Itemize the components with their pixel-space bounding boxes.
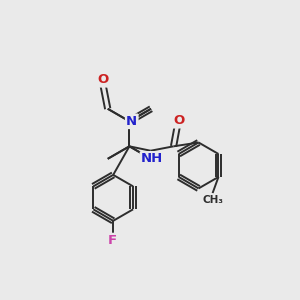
Text: NH: NH: [141, 152, 163, 166]
Text: N: N: [147, 152, 158, 165]
Text: F: F: [108, 234, 117, 247]
Text: N: N: [126, 115, 137, 128]
Text: O: O: [173, 114, 184, 127]
Text: CH₃: CH₃: [202, 195, 223, 205]
Text: O: O: [98, 73, 109, 86]
